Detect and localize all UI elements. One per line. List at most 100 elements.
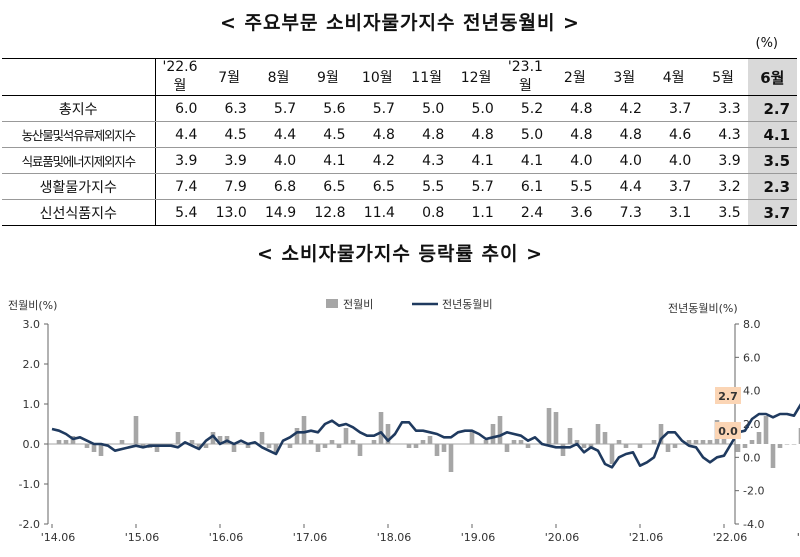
table-corner-cell [2, 58, 156, 96]
table-cell: 7.4 [155, 173, 205, 200]
table-cell: 2.4 [500, 199, 551, 226]
bar [350, 440, 356, 444]
table-cell: 6.8 [253, 173, 304, 200]
bar [777, 444, 783, 448]
bar [238, 444, 244, 445]
bar [455, 444, 461, 445]
bar [476, 444, 482, 445]
bar [217, 436, 223, 444]
table-cell: 4.6 [648, 121, 699, 148]
bar [735, 444, 741, 452]
column-header: 9월 [303, 58, 353, 96]
bar [721, 436, 727, 444]
column-header: 4월 [648, 58, 699, 96]
left-axis-title: 전월비(%) [8, 299, 57, 312]
chart-title: < 소비자물가지수 등락률 추이 > [256, 243, 544, 265]
table-row: 총지수 6.0 6.3 5.7 5.6 5.7 5.0 5.0 5.2 4.8 4.2 3.7 3.3 2… [2, 95, 798, 122]
table-cell: 5.2 [500, 95, 551, 122]
bar [406, 444, 412, 448]
left-tick-label: 3.0 [23, 318, 41, 331]
table-cell: 3.9 [204, 147, 254, 174]
table-cell: 4.4 [599, 173, 649, 200]
x-tick-label: '19.06 [461, 531, 496, 544]
table-cell: 3.9 [698, 147, 748, 174]
bar [616, 440, 622, 444]
table-cell: 4.4 [253, 121, 304, 148]
bar [182, 444, 188, 445]
table-cell: 4.1 [500, 147, 551, 174]
table-cell: 5.5 [401, 173, 452, 200]
bar [91, 444, 97, 452]
table-cell: 4.0 [253, 147, 304, 174]
bar [672, 444, 678, 448]
bar [266, 444, 272, 448]
table-cell: 4.3 [401, 147, 452, 174]
bar [112, 444, 118, 445]
bar [210, 432, 216, 444]
bar [623, 444, 629, 448]
bar [168, 444, 174, 445]
bar [609, 444, 615, 464]
column-header: 12월 [451, 58, 501, 96]
table-cell: 6.1 [500, 173, 551, 200]
column-header: 11월 [401, 58, 452, 96]
column-header: '23.1월 [500, 58, 551, 96]
left-tick-label: -1.0 [19, 478, 40, 491]
table-cell: 7.3 [599, 199, 649, 226]
bar [742, 444, 748, 448]
bar [252, 444, 258, 445]
table-cell: 4.8 [352, 121, 402, 148]
bar [441, 444, 447, 452]
table-cell: 7.9 [204, 173, 254, 200]
row-label: 신선식품지수 [2, 199, 156, 226]
line-end-label-box [715, 387, 741, 404]
bar [126, 444, 132, 445]
bar [308, 440, 314, 444]
table-cell: 4.2 [599, 95, 649, 122]
bar [595, 424, 601, 444]
bar [273, 444, 279, 452]
table-title: < 주요부문 소비자물가지수 전년동월비 > [220, 12, 580, 34]
table-row: 농산물및석유류제외지수 4.4 4.5 4.4 4.5 4.8 4.8 4.8 5.0 4.8 4.… [2, 121, 798, 148]
row-label: 생활물가지수 [2, 173, 156, 200]
bar [294, 428, 300, 444]
bar [392, 444, 398, 445]
line-end-label: 2.7 [718, 390, 738, 403]
bar [497, 416, 503, 444]
bar [770, 444, 776, 468]
bar [651, 440, 657, 444]
row-label: 총지수 [2, 95, 156, 122]
table-cell: 4.1 [747, 121, 798, 148]
bar [581, 444, 587, 448]
bar [357, 444, 363, 456]
bar [84, 444, 90, 448]
bar [301, 416, 307, 444]
bar [245, 444, 251, 448]
bar [98, 444, 104, 456]
table-cell: 13.0 [204, 199, 254, 226]
bar [637, 444, 643, 448]
bar [469, 432, 475, 444]
table-cell: 5.0 [401, 95, 452, 122]
table-cell: 14.9 [253, 199, 304, 226]
bar [259, 432, 265, 444]
bar [420, 440, 426, 444]
bar [203, 444, 209, 448]
bar [413, 444, 419, 448]
row-label: 농산물및석유류제외지수 [2, 121, 156, 148]
table-cell: 11.4 [352, 199, 402, 226]
bar [175, 432, 181, 444]
x-tick-label: '21.06 [629, 531, 664, 544]
bar [287, 444, 293, 448]
table-cell: 4.4 [155, 121, 205, 148]
table-cell: 3.1 [648, 199, 699, 226]
cpi-table: '22.6월 7월 8월 9월 10월 11월 12월 '23.1월 2월 3월 4월 5월 6월 총지… [2, 58, 798, 226]
column-header: 10월 [352, 58, 402, 96]
bar [434, 444, 440, 456]
right-tick-label: -2.0 [743, 485, 764, 498]
bar [553, 412, 559, 444]
column-header: '22.6월 [155, 58, 205, 96]
bar [427, 436, 433, 444]
bar [560, 444, 566, 456]
bar [371, 440, 377, 444]
